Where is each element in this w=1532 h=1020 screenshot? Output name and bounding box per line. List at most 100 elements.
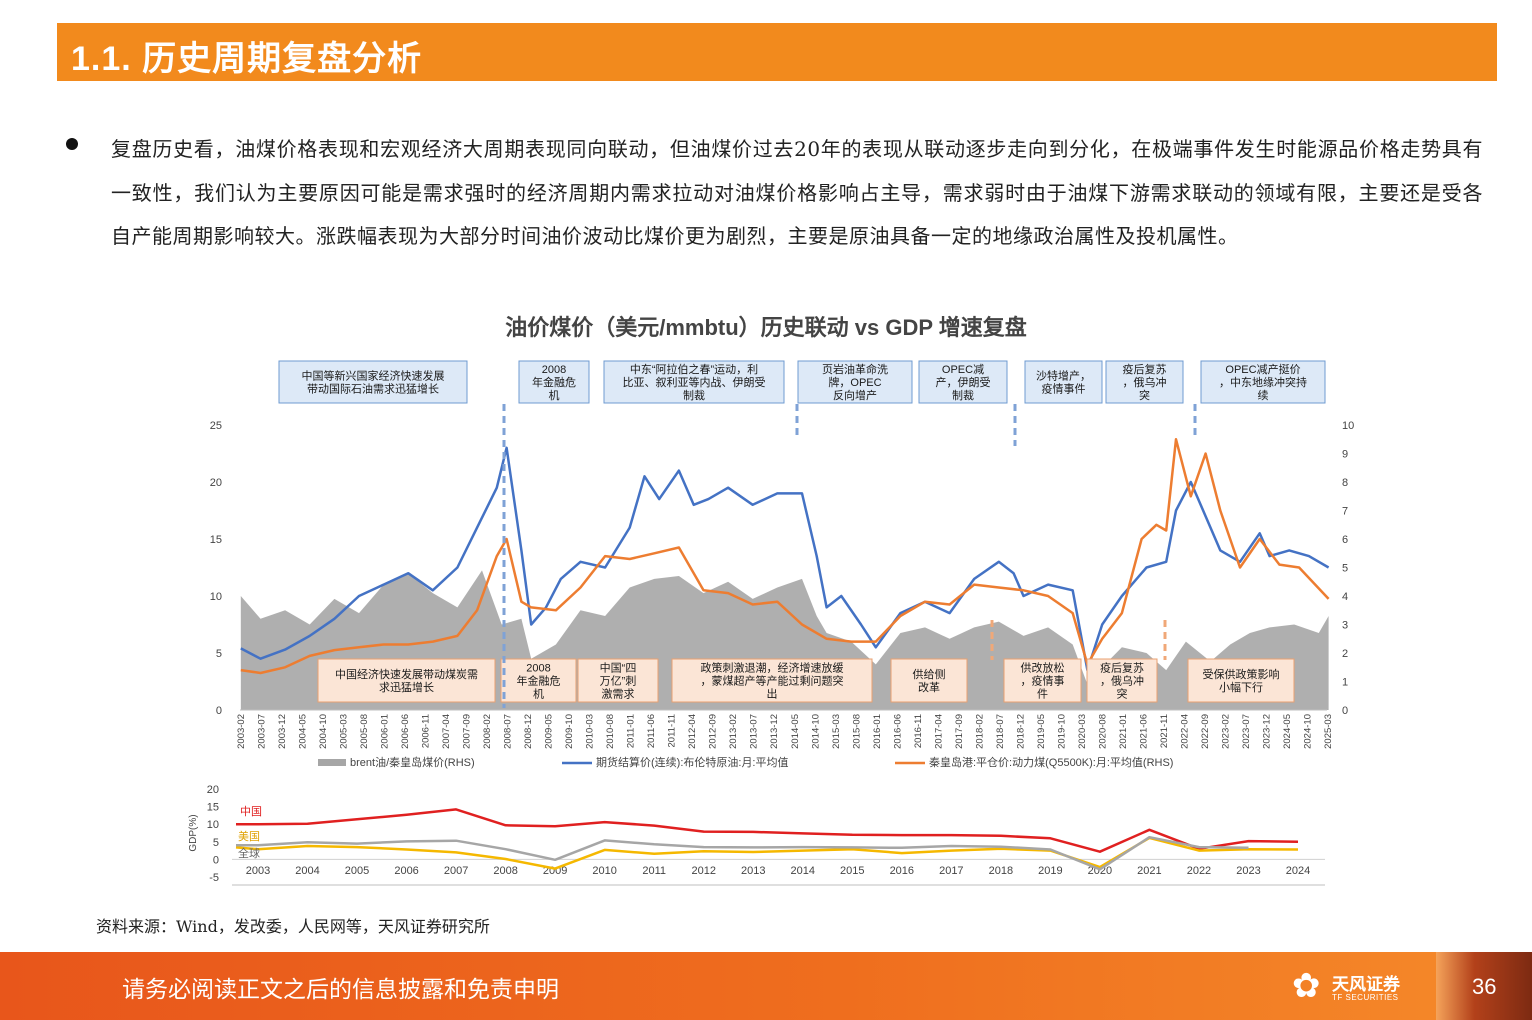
gdp-x-tick-7: 2010 bbox=[592, 865, 616, 877]
bottom-annotation-text-6-1: ，俄乌冲 bbox=[1100, 674, 1144, 688]
gdp-line-0 bbox=[236, 808, 1299, 853]
bottom-annotation-text-0-0: 中国经济快速发展带动煤炭需 bbox=[335, 667, 478, 681]
top-annotation-text-3-2: 反向增产 bbox=[833, 388, 877, 402]
top-annotation-box-2 bbox=[603, 360, 785, 404]
x-axis-tick-8: 2006-06 bbox=[400, 714, 411, 749]
bottom-annotation-box-5 bbox=[1003, 658, 1082, 703]
page-number-bar bbox=[1436, 952, 1532, 1020]
flower-logo-icon: ✿ bbox=[1292, 967, 1321, 1005]
section-header: 1.1. 历史周期复盘分析 bbox=[57, 23, 1497, 81]
left-axis-tick-2: 10 bbox=[210, 591, 222, 603]
top-annotation-box-7 bbox=[1200, 360, 1326, 404]
bottom-annotation-text-4-1: 改革 bbox=[918, 680, 940, 694]
x-axis-tick-13: 2008-07 bbox=[503, 714, 514, 749]
bullet-dot bbox=[66, 138, 78, 150]
gdp-x-tick-0: 2003 bbox=[246, 865, 270, 877]
x-axis-tick-5: 2005-03 bbox=[339, 714, 350, 749]
x-axis-tick-34: 2017-04 bbox=[933, 714, 944, 749]
gdp-x-tick-14: 2017 bbox=[939, 865, 963, 877]
bottom-annotation-text-7-0: 受保供政策影响 bbox=[1203, 667, 1280, 681]
gdp-label-china: 中国 bbox=[240, 805, 262, 818]
x-axis-tick-30: 2015-08 bbox=[851, 714, 862, 749]
gdp-x-tick-5: 2008 bbox=[493, 865, 517, 877]
source-note: 资料来源：Wind，发改委，人民网等，天风证券研究所 bbox=[96, 917, 490, 936]
bottom-annotation-text-2-1: 万亿”刺 bbox=[600, 675, 637, 688]
x-axis-tick-14: 2008-12 bbox=[523, 714, 534, 749]
gdp-x-tick-20: 2023 bbox=[1236, 865, 1260, 877]
gdp-y-tick-5: 20 bbox=[207, 784, 219, 796]
bottom-annotation-text-1-1: 年金融危 bbox=[517, 674, 561, 688]
x-axis-tick-48: 2023-02 bbox=[1220, 714, 1231, 749]
top-annotation-text-1-0: 2008 bbox=[542, 364, 566, 376]
right-axis-tick-10: 10 bbox=[1342, 420, 1354, 432]
legend-label-coal: 秦皇岛港:平仓价:动力煤(Q5500K):月:平均值(RHS) bbox=[929, 755, 1173, 769]
bottom-annotation-box-1 bbox=[500, 658, 577, 703]
x-axis-tick-35: 2017-09 bbox=[954, 714, 965, 749]
x-axis-tick-1: 2003-07 bbox=[257, 714, 268, 749]
x-axis-tick-11: 2007-09 bbox=[462, 714, 473, 749]
top-annotation-text-4-2: 制裁 bbox=[952, 389, 974, 402]
x-axis-tick-41: 2020-03 bbox=[1077, 714, 1088, 749]
top-annotation-text-0-0: 中国等新兴国家经济快速发展 bbox=[302, 369, 445, 383]
top-annotation-text-7-0: OPEC减产挺价 bbox=[1225, 362, 1300, 376]
x-axis-tick-15: 2009-05 bbox=[544, 714, 555, 749]
x-axis-tick-45: 2021-11 bbox=[1159, 714, 1170, 748]
x-axis-tick-29: 2015-03 bbox=[831, 714, 842, 749]
top-annotation-text-4-1: 产，伊朗受 bbox=[936, 375, 991, 389]
footer-disclaimer: 请务必阅读正文之后的信息披露和免责申明 bbox=[122, 976, 559, 1002]
gdp-x-tick-13: 2016 bbox=[890, 865, 914, 877]
right-axis-tick-2: 2 bbox=[1342, 648, 1348, 660]
right-axis-tick-7: 7 bbox=[1342, 506, 1348, 518]
top-annotation-box-4 bbox=[918, 360, 1008, 404]
bottom-annotation-text-1-2: 机 bbox=[533, 687, 544, 701]
gdp-y-tick-4: 15 bbox=[207, 802, 219, 814]
gdp-label-usa: 美国 bbox=[238, 830, 260, 843]
gdp-label-world: 全球 bbox=[238, 846, 260, 860]
gdp-x-tick-8: 2011 bbox=[642, 865, 666, 877]
top-annotation-box-5 bbox=[1024, 360, 1103, 404]
x-axis-tick-0: 2003-02 bbox=[236, 714, 247, 749]
gdp-y-tick-1: 0 bbox=[213, 854, 219, 866]
legend-swatch-area bbox=[318, 759, 346, 766]
gdp-x-tick-19: 2022 bbox=[1187, 865, 1211, 877]
brand-logo: ✿ 天风证券 TF SECURITIES bbox=[1292, 966, 1412, 1010]
bottom-annotation-text-0-1: 求迅猛增长 bbox=[379, 680, 434, 694]
left-axis-tick-0: 0 bbox=[216, 705, 222, 717]
top-annotation-text-5-1: 疫情事件 bbox=[1042, 382, 1086, 396]
bottom-annotation-text-1-0: 2008 bbox=[526, 663, 550, 675]
gdp-x-tick-21: 2024 bbox=[1286, 865, 1310, 877]
gdp-y-tick-3: 10 bbox=[207, 819, 219, 831]
bottom-annotation-text-2-0: 中国“四 bbox=[600, 662, 637, 675]
top-annotation-text-7-1: ，中东地缘冲突持 bbox=[1219, 375, 1307, 389]
x-axis-tick-26: 2013-12 bbox=[769, 714, 780, 749]
x-axis-tick-51: 2024-05 bbox=[1282, 714, 1293, 749]
left-axis-tick-1: 5 bbox=[216, 648, 222, 660]
gdp-x-tick-1: 2004 bbox=[295, 865, 319, 877]
bottom-annotation-text-5-2: 件 bbox=[1037, 688, 1048, 701]
bottom-annotation-box-2 bbox=[577, 658, 659, 703]
bottom-annotation-text-3-0: 政策刺激退潮，经济增速放缓 bbox=[701, 661, 844, 675]
x-axis-tick-32: 2016-06 bbox=[892, 714, 903, 749]
top-annotation-text-3-0: 页岩油革命洗 bbox=[822, 362, 888, 376]
x-axis-tick-46: 2022-04 bbox=[1179, 714, 1190, 749]
section-title: 1.1. 历史周期复盘分析 bbox=[71, 40, 423, 78]
gdp-y-tick-0: -5 bbox=[209, 872, 219, 884]
top-annotation-text-2-0: 中东“阿拉伯之春”运动，利 bbox=[630, 362, 758, 376]
bottom-annotation-text-2-2: 激需求 bbox=[602, 687, 635, 701]
left-axis-tick-4: 20 bbox=[210, 477, 222, 489]
chart-canvas: 0 5 10 15 20 25 0 1 2 3 4 5 6 7 8 9 10 2003-02 2003-07 2003… bbox=[188, 360, 1354, 886]
gdp-y-tick-2: 5 bbox=[213, 837, 219, 849]
x-axis-tick-3: 2004-05 bbox=[298, 714, 309, 749]
top-annotation-box-1 bbox=[518, 360, 590, 404]
bottom-annotation-box-7 bbox=[1187, 658, 1295, 703]
top-annotation-box-3 bbox=[797, 360, 913, 404]
right-axis-tick-0: 0 bbox=[1342, 705, 1348, 717]
right-axis-tick-9: 9 bbox=[1342, 449, 1348, 461]
x-axis-tick-7: 2006-01 bbox=[380, 714, 391, 749]
page-number: 36 bbox=[1472, 974, 1497, 999]
right-axis-tick-6: 6 bbox=[1342, 534, 1348, 546]
top-annotation-text-6-0: 疫后复苏 bbox=[1123, 362, 1167, 376]
brand-name-cn: 天风证券 bbox=[1332, 975, 1400, 994]
x-axis-tick-16: 2009-10 bbox=[564, 714, 575, 749]
bottom-annotation-text-5-0: 供改放松 bbox=[1021, 661, 1065, 675]
